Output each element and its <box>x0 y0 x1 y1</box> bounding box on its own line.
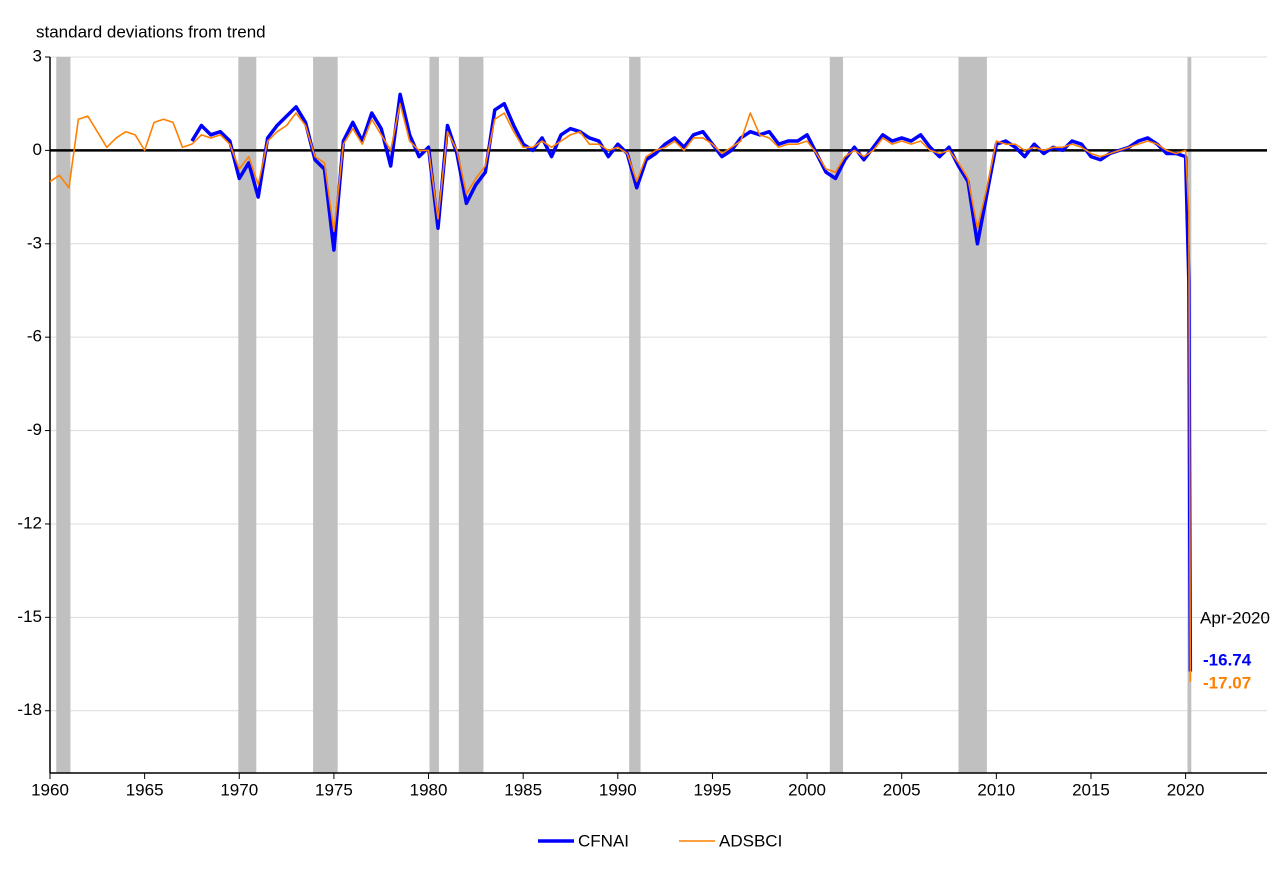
recession-band <box>238 57 257 773</box>
x-tick-label: 2020 <box>1167 780 1205 799</box>
x-tick-label: 2005 <box>883 780 921 799</box>
y-axis-label: standard deviations from trend <box>36 22 266 41</box>
x-tick-label: 1970 <box>220 780 258 799</box>
y-tick-label: -12 <box>17 513 42 532</box>
recession-band <box>56 57 71 773</box>
y-tick-label: 0 <box>33 140 42 159</box>
x-tick-label: 1960 <box>31 780 69 799</box>
recession-band <box>958 57 987 773</box>
recession-band <box>458 57 484 773</box>
recession-band <box>629 57 641 773</box>
y-tick-label: -18 <box>17 700 42 719</box>
series-line <box>190 92 1193 672</box>
legend-label: CFNAI <box>578 831 629 850</box>
y-tick-label: 3 <box>33 46 42 65</box>
series-line <box>49 102 1192 682</box>
recession-band <box>829 57 844 773</box>
x-tick-label: 1980 <box>410 780 448 799</box>
recession-band <box>429 57 439 773</box>
x-tick-label: 1965 <box>126 780 164 799</box>
end-value-label: -16.74 <box>1203 650 1252 669</box>
legend-label: ADSBCI <box>719 831 782 850</box>
x-tick-label: 1975 <box>315 780 353 799</box>
x-tick-label: 2000 <box>788 780 826 799</box>
x-tick-label: 1990 <box>599 780 637 799</box>
y-tick-label: -3 <box>27 233 42 252</box>
x-tick-label: 1995 <box>694 780 732 799</box>
x-tick-label: 2010 <box>977 780 1015 799</box>
annotation: Apr-2020 <box>1200 608 1270 627</box>
x-tick-label: 1985 <box>504 780 542 799</box>
y-tick-label: -15 <box>17 607 42 626</box>
x-tick-label: 2015 <box>1072 780 1110 799</box>
end-value-label: -17.07 <box>1203 673 1251 692</box>
y-tick-label: -6 <box>27 327 42 346</box>
y-tick-label: -9 <box>27 420 42 439</box>
